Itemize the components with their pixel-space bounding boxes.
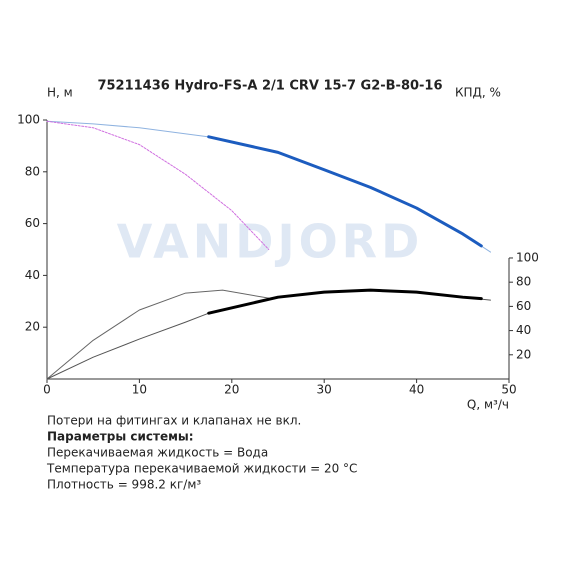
watermark: VANDJORD bbox=[117, 215, 424, 269]
y-tick-label: 20 bbox=[25, 320, 40, 334]
x-tick-label: 20 bbox=[224, 383, 239, 397]
y2-tick-label: 80 bbox=[516, 275, 531, 289]
series-line bbox=[46, 289, 270, 380]
x-tick-label: 10 bbox=[132, 383, 147, 397]
x-tick-label: 50 bbox=[501, 383, 516, 397]
note: Потери на фитингах и клапанах не вкл. bbox=[47, 414, 301, 428]
chart-title: 75211436 Hydro-FS-A 2/1 CRV 15-7 G2-B-80… bbox=[97, 79, 442, 94]
y-axis-label: H, м bbox=[47, 86, 73, 100]
y2-axis-label: КПД, % bbox=[455, 86, 501, 100]
y-tick-label: 40 bbox=[25, 268, 40, 282]
y2-tick-label: 60 bbox=[516, 299, 531, 313]
series-line bbox=[46, 120, 270, 250]
y2-tick-label: 100 bbox=[516, 250, 539, 264]
series-line bbox=[207, 135, 483, 248]
note-heading: Параметры системы: bbox=[47, 430, 194, 444]
y-tick-label: 80 bbox=[25, 164, 40, 178]
x-tick-label: 40 bbox=[409, 383, 424, 397]
x-tick-label: 0 bbox=[43, 383, 51, 397]
y2-tick-label: 20 bbox=[516, 347, 531, 361]
note: Температура перекачиваемой жидкости = 20… bbox=[46, 462, 357, 476]
y-tick-label: 100 bbox=[17, 113, 40, 127]
note: Перекачиваемая жидкость = Вода bbox=[47, 446, 268, 460]
series-line bbox=[207, 288, 483, 315]
note: Плотность = 998.2 кг/м³ bbox=[47, 478, 201, 492]
series-line bbox=[46, 289, 492, 380]
x-tick-label: 30 bbox=[317, 383, 332, 397]
x-axis-label: Q, м³/ч bbox=[467, 398, 509, 412]
y2-tick-label: 40 bbox=[516, 323, 531, 337]
y-tick-label: 60 bbox=[25, 216, 40, 230]
